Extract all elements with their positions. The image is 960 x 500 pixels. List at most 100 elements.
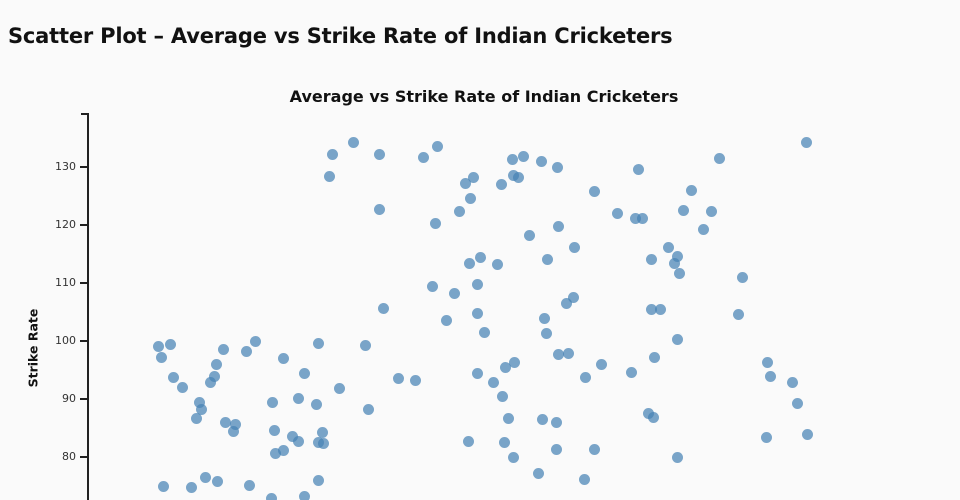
scatter-point <box>551 161 563 173</box>
scatter-point <box>185 481 197 493</box>
scatter-point <box>377 302 389 314</box>
scatter-point <box>195 403 207 415</box>
scatter-point <box>471 278 483 290</box>
scatter-point <box>326 148 338 160</box>
scatter-point <box>359 339 371 351</box>
scatter-point <box>208 370 220 382</box>
scatter-point <box>512 171 524 183</box>
scatter-point <box>645 303 657 315</box>
scatter-point <box>541 253 553 265</box>
scatter-point <box>791 397 803 409</box>
y-tick-label: 90 <box>62 392 76 405</box>
scatter-point <box>298 490 310 500</box>
scatter-point <box>536 413 548 425</box>
scatter-point <box>532 467 544 479</box>
scatter-point <box>677 204 689 216</box>
scatter-point <box>277 352 289 364</box>
scatter-point <box>266 396 278 408</box>
y-tick-mark <box>80 224 88 226</box>
scatter-point <box>333 382 345 394</box>
scatter-point <box>190 412 202 424</box>
scatter-point <box>550 443 562 455</box>
scatter-point <box>157 480 169 492</box>
scatter-point <box>392 372 404 384</box>
scatter-point <box>647 411 659 423</box>
scatter-point <box>491 258 503 270</box>
y-axis-line <box>87 113 89 500</box>
scatter-point <box>538 312 550 324</box>
y-tick-mark <box>80 340 88 342</box>
scatter-point <box>219 416 231 428</box>
scatter-point <box>632 163 644 175</box>
scatter-point <box>292 392 304 404</box>
scatter-point <box>567 291 579 303</box>
scatter-point <box>323 170 335 182</box>
scatter-point <box>317 437 329 449</box>
scatter-point <box>654 303 666 315</box>
scatter-point <box>292 435 304 447</box>
scatter-point <box>417 151 429 163</box>
scatter-point <box>506 153 518 165</box>
scatter-point <box>673 267 685 279</box>
scatter-point <box>448 287 460 299</box>
scatter-point <box>347 136 359 148</box>
scatter-point <box>268 424 280 436</box>
scatter-point <box>210 358 222 370</box>
y-tick-label: 80 <box>62 450 76 463</box>
scatter-point <box>312 474 324 486</box>
scatter-point <box>478 326 490 338</box>
y-tick-label: 110 <box>55 276 76 289</box>
y-tick-mark <box>80 456 88 458</box>
page-title: Scatter Plot – Average vs Strike Rate of… <box>8 24 673 48</box>
scatter-point <box>642 407 654 419</box>
scatter-point <box>498 436 510 448</box>
scatter-point <box>499 361 511 373</box>
scatter-point <box>636 212 648 224</box>
scatter-point <box>373 148 385 160</box>
scatter-point <box>800 136 812 148</box>
scatter-point <box>193 396 205 408</box>
scatter-point <box>453 205 465 217</box>
y-tick-label: 130 <box>55 160 76 173</box>
scatter-point <box>269 447 281 459</box>
scatter-point <box>312 337 324 349</box>
scatter-point <box>685 184 697 196</box>
y-axis-label: Strike Rate <box>25 308 41 388</box>
scatter-point <box>502 412 514 424</box>
chart-title: Average vs Strike Rate of Indian Cricket… <box>289 87 679 106</box>
scatter-point <box>629 212 641 224</box>
scatter-point <box>732 308 744 320</box>
scatter-point <box>217 343 229 355</box>
scatter-point <box>249 335 261 347</box>
scatter-point <box>578 473 590 485</box>
y-tick-label: 120 <box>55 218 76 231</box>
scatter-point <box>625 366 637 378</box>
scatter-point <box>409 374 421 386</box>
scatter-point <box>298 367 310 379</box>
scatter-point <box>648 351 660 363</box>
scatter-point <box>426 280 438 292</box>
scatter-point <box>671 451 683 463</box>
scatter-point <box>474 251 486 263</box>
scatter-point <box>167 371 179 383</box>
scatter-point <box>535 155 547 167</box>
scatter-point <box>671 333 683 345</box>
scatter-point <box>496 390 508 402</box>
scatter-point <box>316 426 328 438</box>
y-tick-mark <box>80 166 88 168</box>
scatter-point <box>243 479 255 491</box>
scatter-point <box>517 150 529 162</box>
scatter-point <box>760 431 772 443</box>
scatter-point <box>204 376 216 388</box>
scatter-point <box>286 430 298 442</box>
scatter-point <box>176 381 188 393</box>
scatter-point <box>373 203 385 215</box>
scatter-point <box>471 367 483 379</box>
scatter-point <box>552 220 564 232</box>
scatter-point <box>671 250 683 262</box>
scatter-point <box>459 177 471 189</box>
scatter-point <box>645 253 657 265</box>
scatter-point <box>764 370 776 382</box>
scatter-point <box>429 217 441 229</box>
scatter-point <box>211 475 223 487</box>
